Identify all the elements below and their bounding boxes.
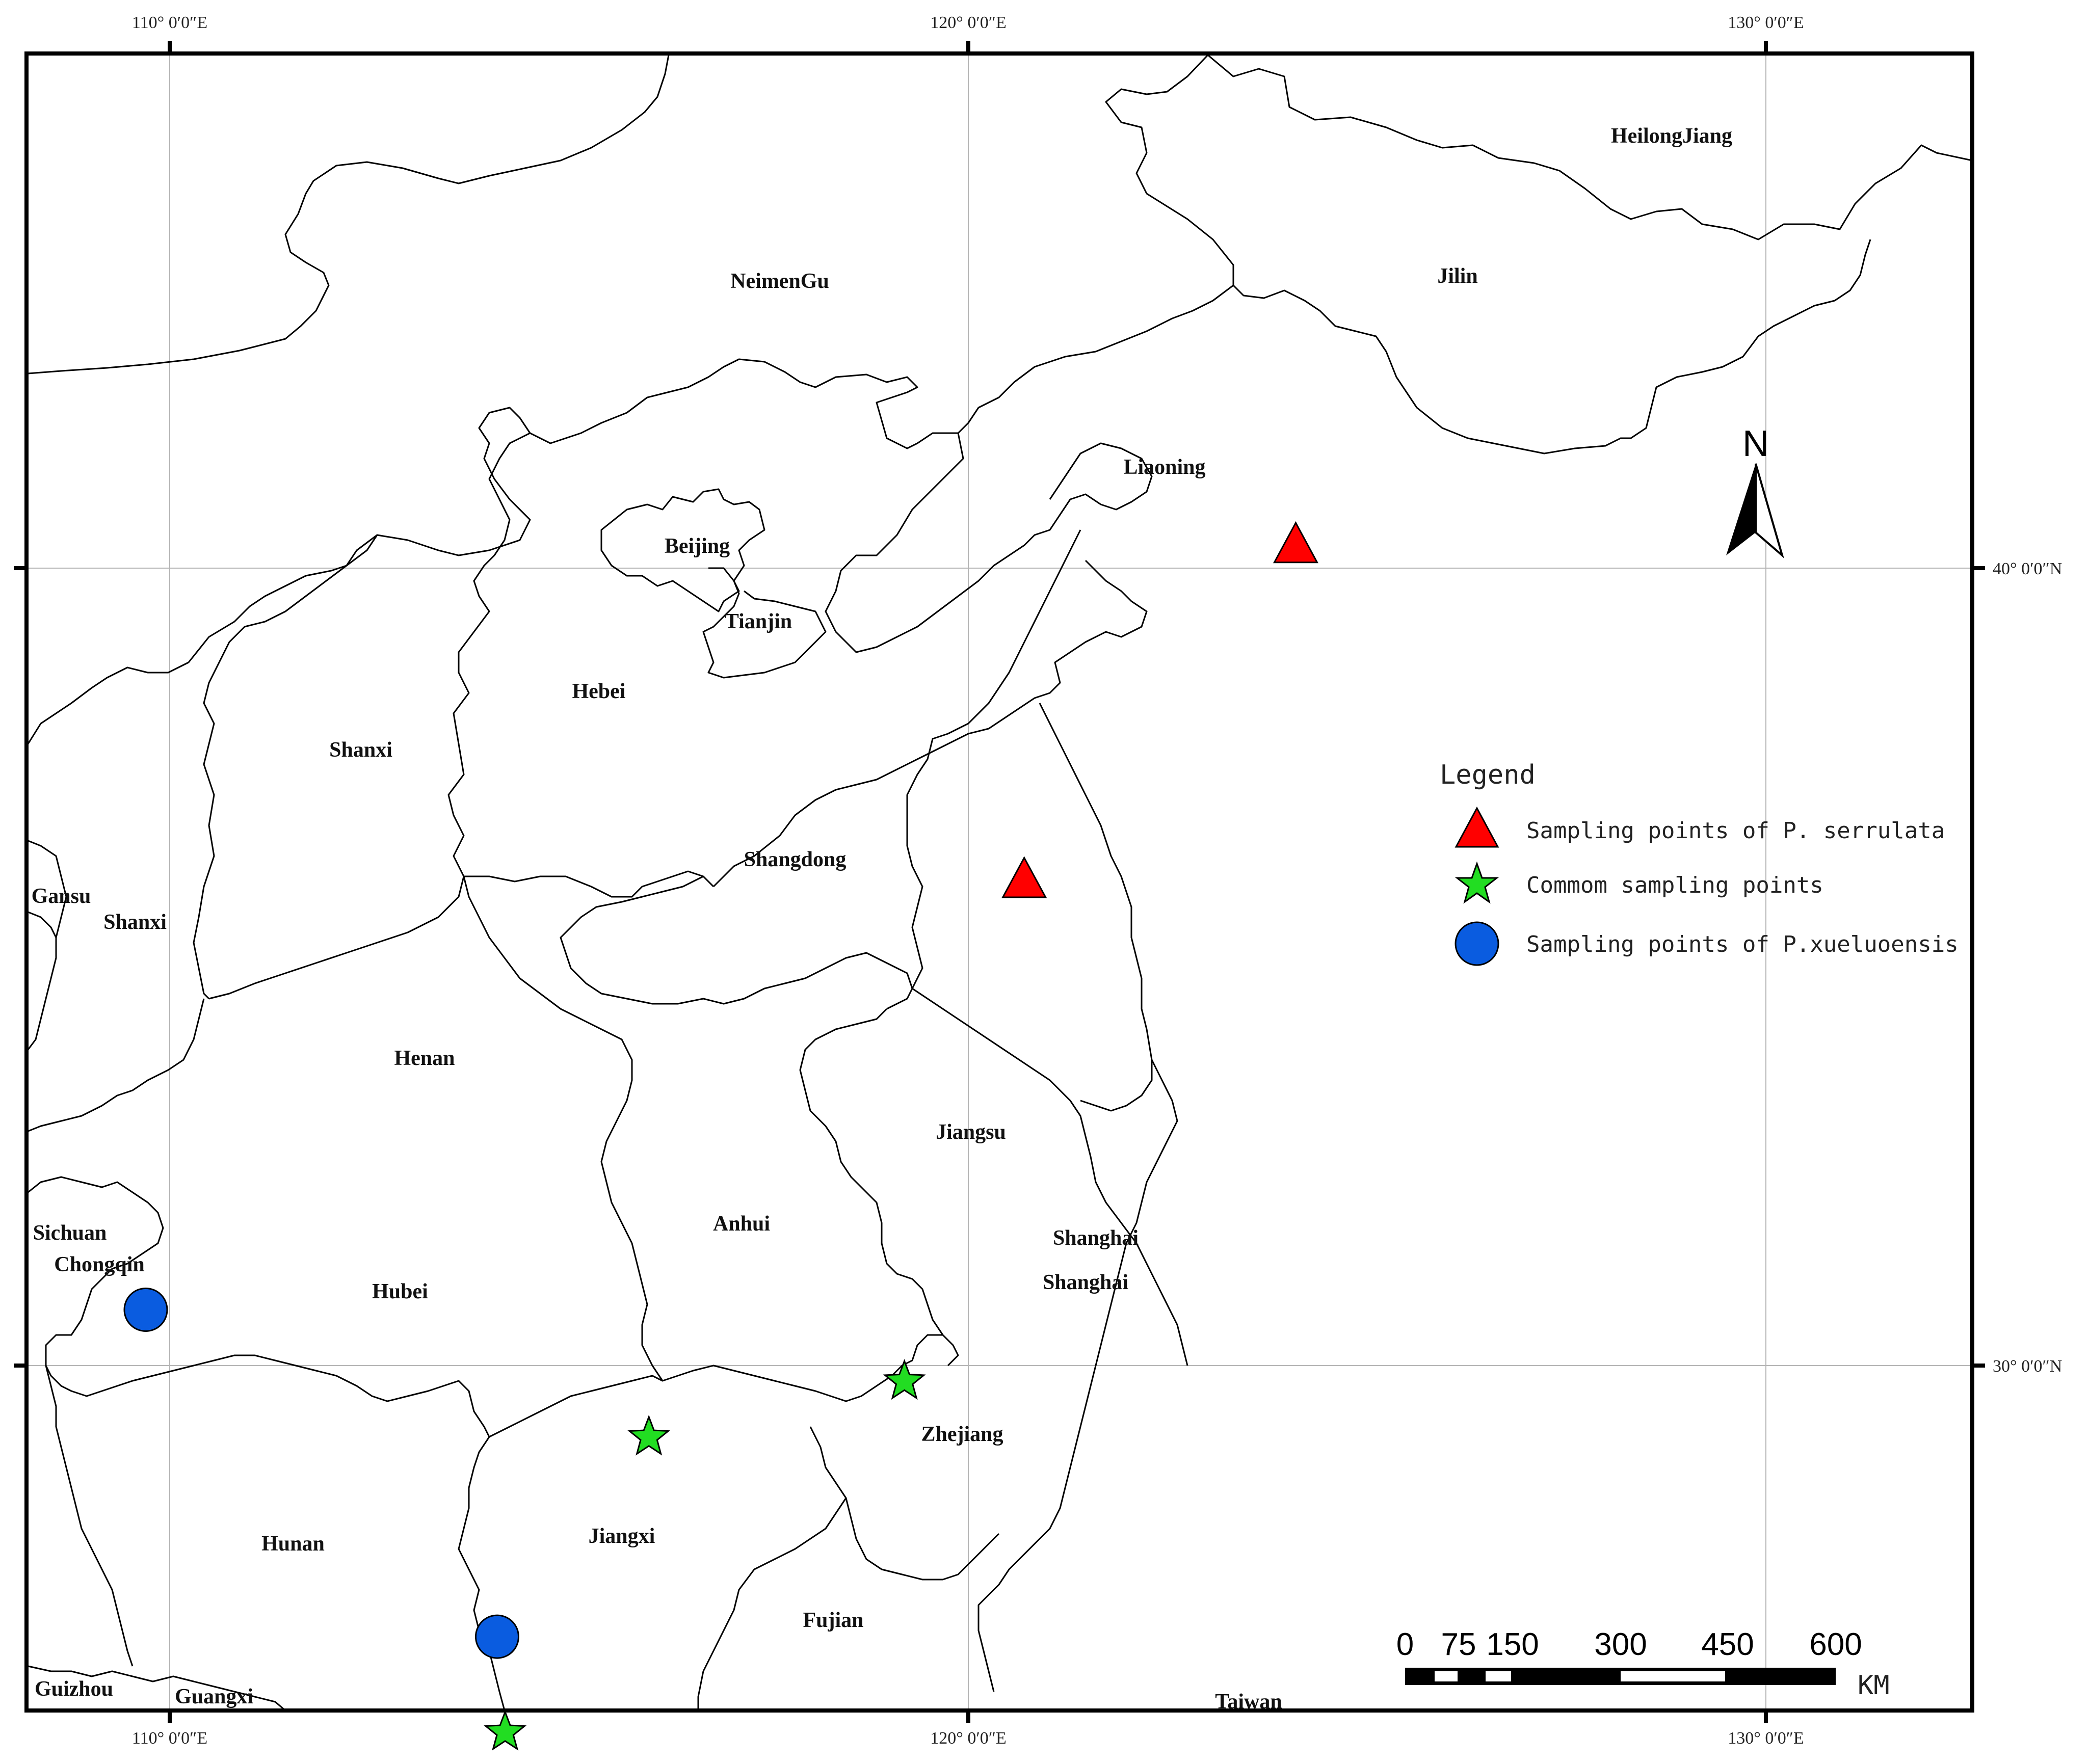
label-shangdong: Shangdong xyxy=(744,848,847,871)
label-fujian: Fujian xyxy=(803,1609,863,1632)
label-guangxi: Guangxi xyxy=(175,1685,253,1708)
coord-right-30n: 30° 0′0″N xyxy=(1993,1357,2062,1376)
coord-top-110: 110° 0′0″E xyxy=(132,13,207,32)
label-anhui: Anhui xyxy=(713,1212,770,1236)
label-shanxi-west: Shanxi xyxy=(103,911,167,934)
label-chongqin: Chongqin xyxy=(54,1253,144,1276)
scale-tick-450: 450 xyxy=(1701,1627,1754,1662)
sampling-point-star-3 xyxy=(627,1414,671,1456)
map-frame xyxy=(24,51,1974,1713)
coord-top-130: 130° 0′0″E xyxy=(1728,13,1804,32)
coord-bottom-130: 130° 0′0″E xyxy=(1728,1729,1804,1748)
sampling-point-circle-5 xyxy=(123,1287,168,1332)
scale-tick-150: 150 xyxy=(1486,1627,1539,1662)
label-hubei: Hubei xyxy=(372,1280,428,1303)
legend-triangle-icon xyxy=(1455,806,1499,848)
scale-unit: KM xyxy=(1858,1670,1890,1701)
label-shanxi-east: Shanxi xyxy=(329,738,392,762)
label-heilongjiang: HeilongJiang xyxy=(1611,124,1732,148)
label-sichuan: Sichuan xyxy=(33,1221,107,1245)
legend-circle-icon xyxy=(1455,921,1499,966)
label-henan: Henan xyxy=(394,1047,455,1070)
label-beijing: Beijing xyxy=(665,534,730,558)
coord-right-40n: 40° 0′0″N xyxy=(1993,559,2062,578)
label-guizhou: Guizhou xyxy=(35,1677,113,1701)
sampling-point-star-2 xyxy=(883,1359,926,1400)
label-hebei: Hebei xyxy=(572,680,626,703)
scale-bar-frame xyxy=(1405,1668,1836,1685)
legend: Legend Sampling points of P. serrulata C… xyxy=(1440,760,1959,966)
legend-title: Legend xyxy=(1440,760,1536,790)
label-taiwan: Taiwan xyxy=(1215,1690,1282,1714)
north-arrow: N xyxy=(1726,423,1784,558)
coord-bottom-110: 110° 0′0″E xyxy=(132,1729,207,1748)
scale-seg-3 xyxy=(1621,1671,1725,1681)
north-arrow-right-half xyxy=(1755,463,1784,558)
sampling-point-star-4 xyxy=(484,1709,527,1751)
scale-tick-0: 0 xyxy=(1396,1627,1414,1662)
label-liaoning: Liaoning xyxy=(1123,456,1205,479)
scale-seg-1 xyxy=(1435,1671,1458,1681)
sampling-point-circle-6 xyxy=(474,1614,519,1659)
sampling-point-triangle-1 xyxy=(1001,856,1047,898)
sampling-point-triangle-0 xyxy=(1273,521,1318,564)
scale-bar: 0 75 150 300 450 600 KM xyxy=(1396,1627,1890,1701)
label-zhejiang: Zhejiang xyxy=(921,1423,1003,1446)
label-tianjin: Tianjin xyxy=(725,610,792,633)
label-shanghai-2: Shanghai xyxy=(1043,1271,1128,1294)
label-jilin: Jilin xyxy=(1437,264,1477,288)
scale-tick-600: 600 xyxy=(1809,1627,1862,1662)
label-hunan: Hunan xyxy=(261,1532,325,1556)
coord-bottom-120: 120° 0′0″E xyxy=(930,1729,1006,1748)
north-label: N xyxy=(1742,423,1769,464)
province-labels: HeilongJiang Jilin NeimenGu Liaoning Bei… xyxy=(32,124,1732,1714)
scale-tick-300: 300 xyxy=(1594,1627,1647,1662)
label-jiangsu: Jiangsu xyxy=(936,1120,1006,1144)
label-jiangxi: Jiangxi xyxy=(589,1525,655,1548)
graticule xyxy=(27,54,1972,1710)
coord-top-120: 120° 0′0″E xyxy=(930,13,1006,32)
sampling-points xyxy=(123,521,1318,1751)
legend-label-common: Commom sampling points xyxy=(1526,872,1823,898)
label-neimengu: NeimenGu xyxy=(730,270,829,293)
scale-seg-2 xyxy=(1486,1671,1511,1681)
legend-label-xueluoensis: Sampling points of P.xueluoensis xyxy=(1526,931,1959,957)
legend-star-icon xyxy=(1455,861,1499,904)
legend-label-serrulata: Sampling points of P. serrulata xyxy=(1526,818,1945,844)
label-gansu: Gansu xyxy=(32,885,91,908)
label-shanghai-1: Shanghai xyxy=(1053,1226,1139,1250)
province-boundaries xyxy=(27,54,1973,1712)
scale-tick-75: 75 xyxy=(1441,1627,1476,1662)
frame-ticks xyxy=(14,41,1985,1723)
north-arrow-left-half xyxy=(1726,464,1756,555)
